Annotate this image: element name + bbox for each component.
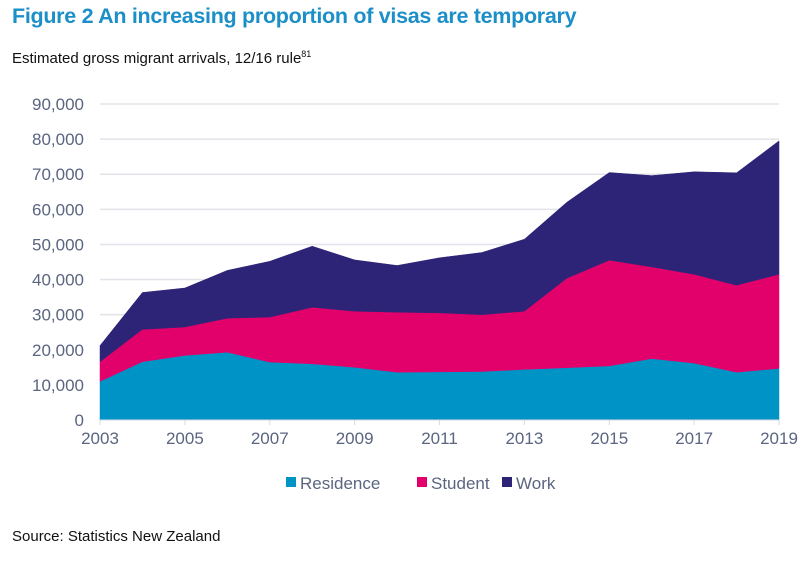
legend-item-residence: Residence <box>286 474 380 493</box>
x-tick-label: 2013 <box>505 429 543 448</box>
figure-title: Figure 2 An increasing proportion of vis… <box>12 4 577 28</box>
y-tick-label: 90,000 <box>32 95 84 114</box>
legend-label: Residence <box>300 474 380 493</box>
x-tick-label: 2003 <box>81 429 119 448</box>
area-series <box>99 140 780 421</box>
x-axis-tick-labels: 2003 2005 2007 2009 2011 2013 2015 2017 2019 <box>81 429 798 448</box>
legend-label: Student <box>431 474 490 493</box>
x-tick-label: 2007 <box>251 429 289 448</box>
legend-label: Work <box>516 474 556 493</box>
y-tick-label: 80,000 <box>32 130 84 149</box>
y-axis-tick-labels: 0 10,000 20,000 30,000 40,000 50,000 60,000 70,… <box>32 95 84 430</box>
legend-swatch <box>286 477 296 487</box>
legend-item-student: Student <box>417 474 490 493</box>
legend-item-work: Work <box>502 474 556 493</box>
x-tick-label: 2015 <box>590 429 628 448</box>
x-tick-label: 2009 <box>336 429 374 448</box>
x-tick-label: 2005 <box>166 429 204 448</box>
x-tick-label: 2017 <box>675 429 713 448</box>
figure-subtitle: Estimated gross migrant arrivals, 12/16 … <box>12 49 311 67</box>
y-tick-label: 0 <box>75 411 84 430</box>
y-tick-label: 10,000 <box>32 376 84 395</box>
x-axis <box>99 419 780 425</box>
footnote-ref: 81 <box>301 49 312 59</box>
subtitle-text: Estimated gross migrant arrivals, 12/16 … <box>12 50 302 67</box>
legend: Residence Student Work <box>286 474 556 493</box>
y-tick-label: 30,000 <box>32 306 84 325</box>
y-tick-label: 40,000 <box>32 271 84 290</box>
y-tick-label: 50,000 <box>32 235 84 254</box>
area-work <box>99 140 780 363</box>
x-tick-label: 2011 <box>421 429 458 448</box>
legend-swatch <box>417 477 427 487</box>
source-note: Source: Statistics New Zealand <box>12 528 221 545</box>
legend-swatch <box>502 477 512 487</box>
y-tick-label: 60,000 <box>32 200 84 219</box>
y-tick-label: 70,000 <box>32 165 84 184</box>
x-tick-label: 2019 <box>760 429 798 448</box>
y-tick-label: 20,000 <box>32 341 84 360</box>
